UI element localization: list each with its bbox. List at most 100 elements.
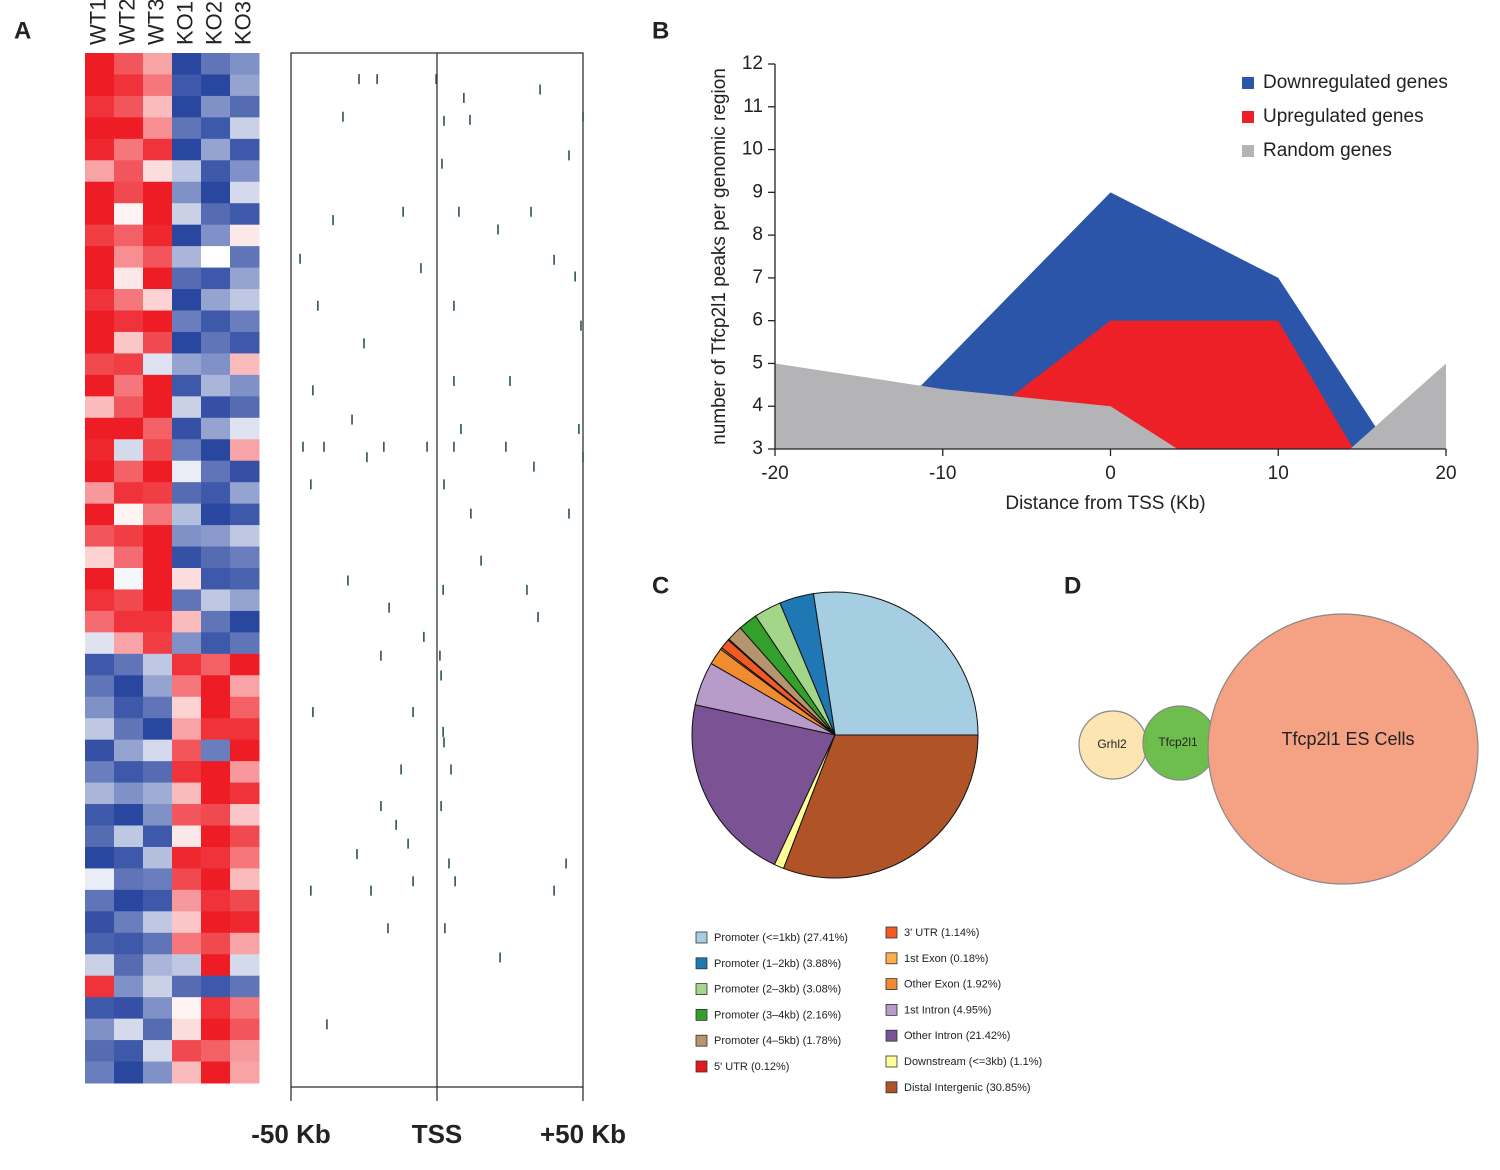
x-tick-label: -20 [761,463,788,484]
heatmap-cell [230,868,260,891]
heatmap-cell [230,997,260,1020]
heatmap-cell [143,718,173,741]
heatmap-cell [114,289,144,311]
heatmap-cell [85,331,115,354]
legend-label: 1st Intron (4.95%) [904,1004,991,1016]
legend-swatch [695,1009,708,1021]
heatmap-cell [114,310,144,333]
x-tick-label: +50 Kb [540,1119,626,1149]
heatmap-cell [230,525,260,548]
heatmap-cell [201,696,231,719]
heatmap-cell [201,739,231,762]
heatmap-cell [201,117,231,140]
heatmap-cell [201,503,231,526]
heatmap-cell [114,932,144,955]
heatmap-cell [114,246,144,269]
heatmap-cell [230,203,260,226]
legend-value: (0.12%) [751,1061,790,1073]
heatmap-cell [201,482,231,505]
heatmap-cell [172,782,202,805]
heatmap-cell [85,289,115,311]
heatmap-cell [114,632,144,655]
heatmap-cell [143,396,173,419]
heatmap-cell [172,975,202,998]
x-tick-label: 10 [1268,463,1289,484]
heatmap-cell [143,525,173,548]
heatmap-cell [230,846,260,869]
heatmap-cell [143,932,173,955]
heatmap-cell [114,610,144,633]
heatmap-cell [172,954,202,977]
heatmap-cell [143,975,173,998]
y-tick-label: 9 [752,181,763,202]
heatmap-cell [201,954,231,977]
heatmap-cell [143,74,173,97]
legend-label: Other Exon (1.92%) [904,979,1001,991]
heatmap-cell [85,117,115,140]
heatmap-cell [85,374,115,397]
y-tick-label: 5 [752,352,763,373]
heatmap-cell [85,804,115,826]
heatmap-cell [143,825,173,848]
y-tick-label: 4 [752,395,763,416]
heatmap-cell [201,589,231,612]
legend-name: Other Intron [904,1030,963,1042]
legend-swatch [1242,111,1254,123]
panel-label: D [1064,572,1081,599]
y-axis-label: number of Tfcp2l1 peaks per genomic regi… [709,68,730,445]
heatmap-cell [114,997,144,1020]
heatmap-cell [85,568,115,590]
legend-label: Promoter (4–5kb) (1.78%) [714,1035,841,1047]
column-label: WT3 [143,0,168,45]
heatmap-cell [172,525,202,548]
heatmap-cell [172,310,202,333]
heatmap-cell [230,117,260,140]
legend-label: Other Intron (21.42%) [904,1030,1010,1042]
heatmap-cell [114,460,144,483]
legend-label: Distal Intergenic (30.85%) [904,1082,1031,1094]
heatmap-cell [143,1061,173,1084]
heatmap-cell [85,932,115,955]
heatmap-cell [114,181,144,204]
heatmap-cell [172,203,202,226]
heatmap-cell [230,610,260,633]
heatmap-cell [201,289,231,311]
heatmap-cell [230,138,260,161]
heatmap-cell [114,503,144,526]
y-tick-label: 7 [752,267,763,288]
legend-name: Promoter (3–4kb) [714,1009,800,1021]
x-tick-label: -10 [929,463,956,484]
heatmap-cell [172,718,202,741]
legend-label: 5' UTR (0.12%) [714,1061,789,1073]
heatmap-cell [230,739,260,762]
heatmap-cell [201,138,231,161]
heatmap-cell [230,911,260,934]
heatmap-cell [85,224,115,247]
heatmap-cell [114,1061,144,1084]
pie-slice [782,734,979,879]
heatmap-cell [230,804,260,826]
legend-value: (21.42%) [966,1030,1011,1042]
legend-swatch [695,931,708,944]
heatmap-cell [201,203,231,226]
heatmap-cell [143,246,173,269]
legend-value: (1.14%) [941,927,980,939]
heatmap-cell [143,1018,173,1041]
column-label: KO3 [230,1,255,45]
heatmap-cell [230,718,260,741]
heatmap-cell [201,224,231,247]
legend-label: Downregulated genes [1263,72,1448,93]
heatmap-cell [143,782,173,805]
heatmap-cell [114,675,144,698]
heatmap-cell [85,1061,115,1084]
heatmap-cell [230,1018,260,1041]
heatmap-cell [172,95,202,118]
heatmap-cell [172,997,202,1020]
heatmap-cell [172,761,202,784]
heatmap-cell [114,117,144,140]
heatmap-cell [143,546,173,569]
heatmap-cell [143,224,173,247]
heatmap-cell [201,653,231,676]
legend-swatch [1242,145,1254,157]
legend-label: Promoter (<=1kb) (27.41%) [714,932,848,944]
